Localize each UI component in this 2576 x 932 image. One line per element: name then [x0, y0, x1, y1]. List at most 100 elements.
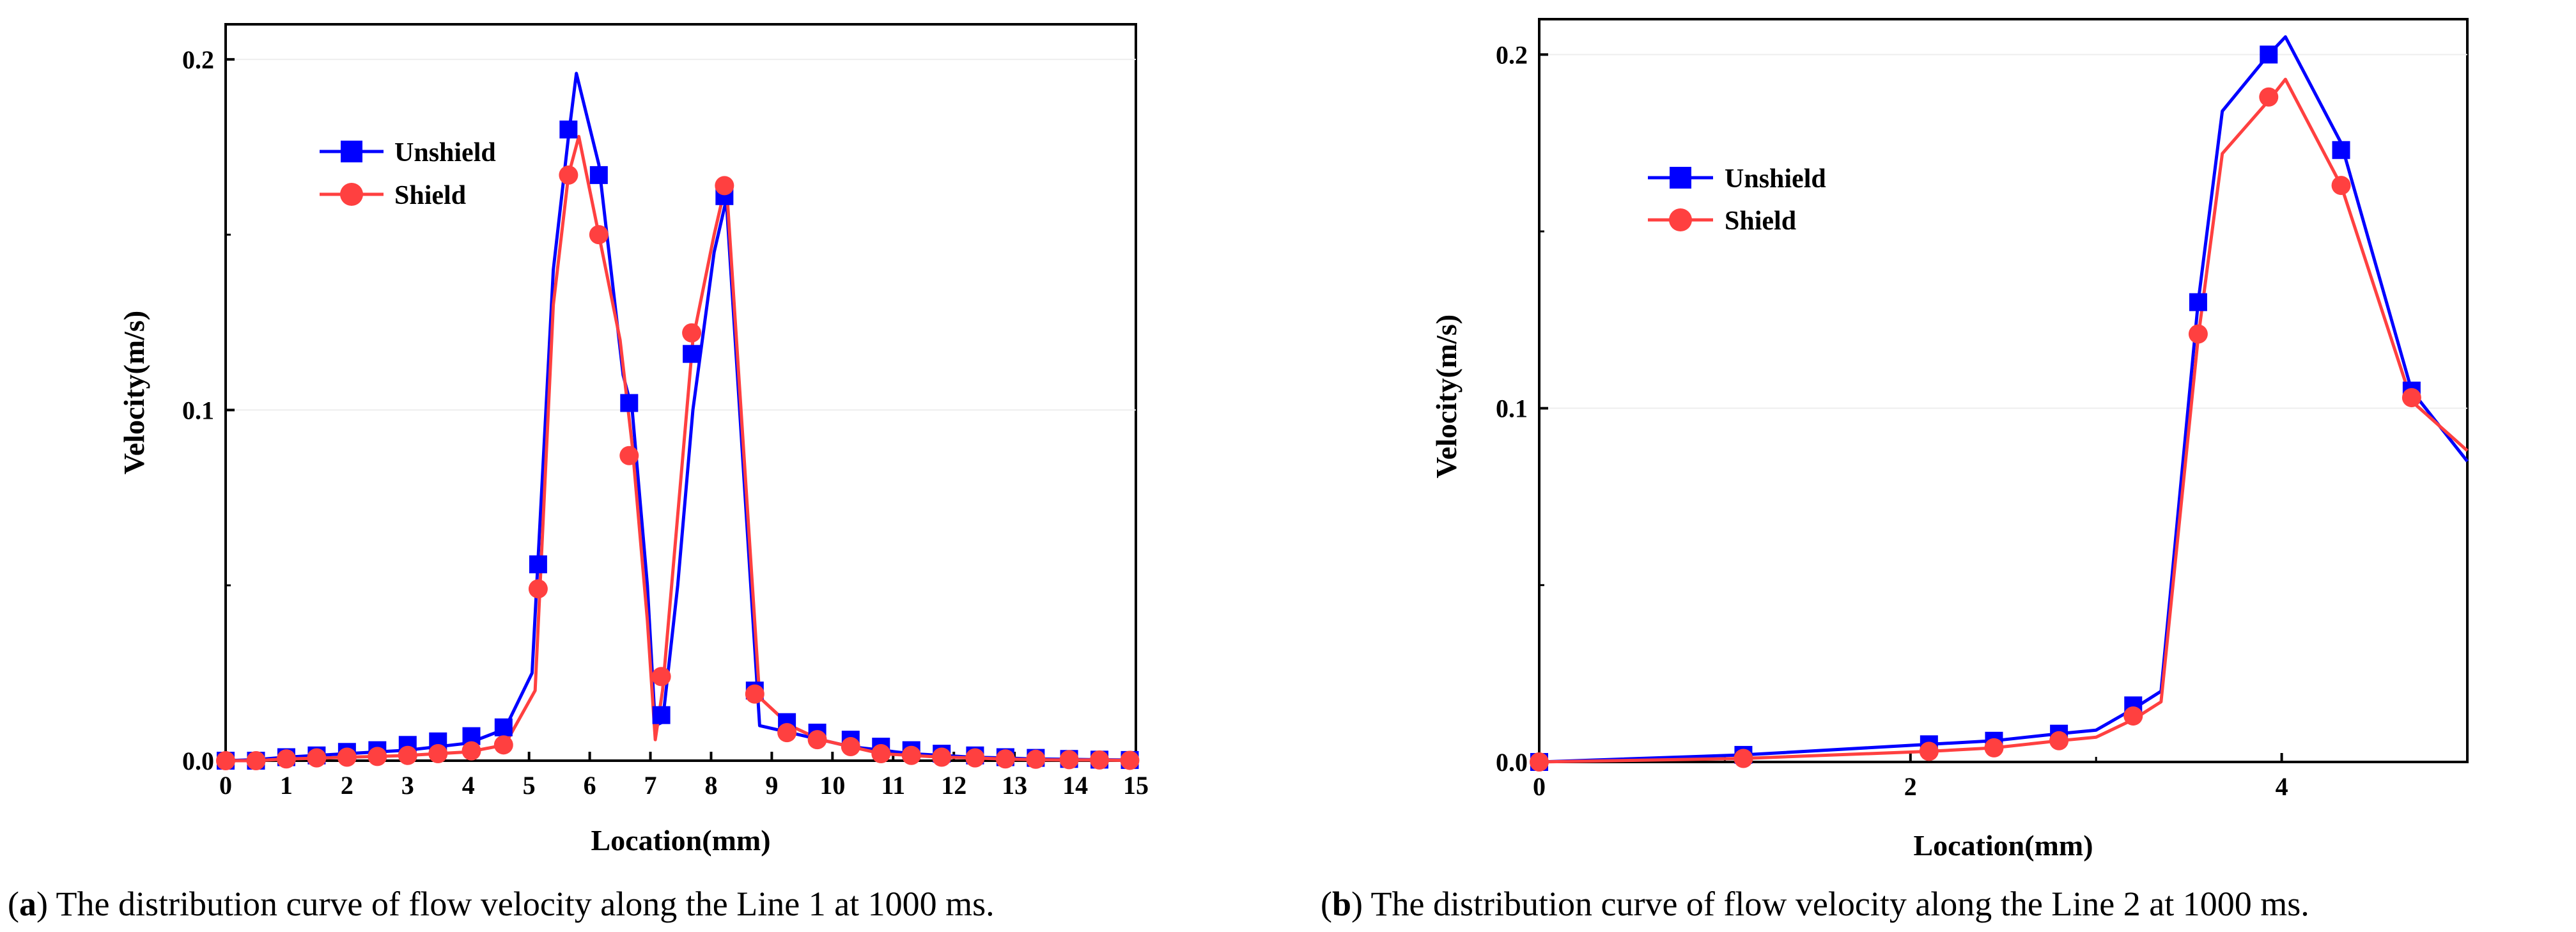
- y-tick-label-a-2: 0.2: [182, 45, 214, 74]
- caption-text-a: The distribution curve of flow velocity …: [56, 885, 995, 923]
- panel-a: 0 1 2 3 4 5 6 7 8 9 10 11 12 13 14 150.00.10.2 Location…: [8, 23, 1149, 923]
- x-tick-label-a-13: 13: [1002, 771, 1027, 800]
- marker-shield-b-2: [1919, 742, 1939, 761]
- marker-shield-b-5: [2123, 706, 2143, 726]
- marker-shield-a-7: [428, 744, 448, 764]
- marker-shield-b-0: [1530, 752, 1549, 772]
- marker-shield-a-0: [216, 751, 235, 770]
- plot-frame-b: [1538, 18, 2469, 763]
- marker-shield-b-1: [1734, 749, 1753, 768]
- series-line-shield-a: [226, 135, 1136, 763]
- x-tick-label-a-8: 8: [704, 771, 717, 800]
- marker-shield-a-15: [682, 323, 702, 343]
- marker-shield-b-4: [2049, 731, 2069, 750]
- y-axis-label-b: Velocity(m/s): [1430, 315, 1463, 478]
- marker-shield-b-6: [2188, 324, 2208, 344]
- marker-shield-a-19: [807, 730, 827, 750]
- series-line-unshield-b: [1539, 35, 2469, 764]
- marker-shield-a-1: [246, 751, 266, 770]
- marker-unshield-a-12: [589, 166, 608, 184]
- caption-a: (a) The distribution curve of flow veloc…: [8, 885, 995, 923]
- marker-shield-a-29: [1120, 750, 1140, 770]
- legend-label-shield-a: Shield: [394, 181, 466, 210]
- marker-unshield-a-13: [620, 394, 639, 412]
- legend-marker-unshield-a: [341, 141, 362, 162]
- marker-shield-a-2: [276, 749, 296, 769]
- y-axis-label-a: Velocity(m/s): [118, 311, 150, 474]
- marker-shield-a-11: [559, 165, 578, 185]
- x-tick-label-a-3: 3: [401, 771, 414, 800]
- x-axis-label-b: Location(mm): [1913, 829, 2093, 862]
- x-tick-label-a-2: 2: [341, 771, 353, 800]
- marker-unshield-b-7: [2260, 45, 2278, 64]
- x-tick-label-a-10: 10: [819, 771, 845, 800]
- series-line-shield-b: [1539, 77, 2469, 764]
- series-line-unshield-a: [225, 72, 1136, 763]
- marker-unshield-b-8: [2332, 141, 2350, 159]
- legend-label-unshield-a: Unshield: [394, 138, 496, 167]
- marker-shield-a-14: [651, 667, 671, 687]
- x-tick-label-a-11: 11: [881, 771, 905, 800]
- marker-shield-a-12: [589, 225, 609, 245]
- marker-unshield-a-10: [529, 555, 547, 573]
- marker-unshield-a-11: [559, 120, 578, 139]
- marker-shield-a-27: [1059, 750, 1079, 770]
- legend-label-unshield-b: Unshield: [1725, 164, 1826, 194]
- legend-b: Unshield Shield: [1648, 164, 1826, 236]
- marker-shield-a-25: [995, 749, 1015, 769]
- marker-shield-a-8: [462, 741, 481, 761]
- marker-shield-a-9: [493, 735, 513, 755]
- x-tick-label-a-14: 14: [1062, 771, 1088, 800]
- legend-marker-shield-b: [1669, 208, 1692, 231]
- y-tick-label-b-2: 0.2: [1496, 40, 1528, 69]
- marker-unshield-a-14: [652, 706, 671, 724]
- marker-unshield-a-15: [683, 345, 701, 363]
- marker-shield-a-26: [1026, 749, 1046, 769]
- marker-shield-a-18: [777, 723, 797, 743]
- legend-marker-unshield-b: [1670, 167, 1691, 189]
- marker-shield-b-8: [2331, 176, 2351, 196]
- x-tick-label-a-0: 0: [219, 771, 232, 800]
- marker-shield-a-28: [1090, 750, 1110, 770]
- plot-frame-a: [224, 23, 1137, 762]
- x-tick-label-b-2: 4: [2276, 772, 2288, 801]
- marker-shield-b-7: [2259, 87, 2279, 107]
- y-tick-label-a-0: 0.0: [182, 747, 214, 775]
- marker-shield-a-23: [932, 747, 952, 767]
- x-tick-label-a-5: 5: [523, 771, 536, 800]
- caption-letter-a: a: [19, 885, 36, 923]
- marker-shield-a-5: [368, 747, 387, 766]
- caption-b: (b) The distribution curve of flow veloc…: [1321, 885, 2309, 923]
- marker-shield-a-6: [398, 745, 417, 765]
- legend-a: Unshield Shield: [320, 138, 496, 210]
- marker-shield-a-21: [871, 744, 891, 764]
- marker-shield-a-10: [528, 579, 548, 599]
- marker-shield-a-16: [715, 176, 734, 196]
- marker-shield-a-4: [337, 747, 357, 767]
- legend-label-shield-b: Shield: [1725, 206, 1796, 236]
- panel-b: 0 2 40.00.10.2 Location(mm) Velocity(m/s) …: [1321, 18, 2469, 923]
- marker-shield-b-3: [1984, 738, 2004, 757]
- y-tick-label-b-0: 0.0: [1496, 748, 1528, 777]
- x-axis-label-a: Location(mm): [591, 824, 770, 857]
- x-tick-label-a-1: 1: [280, 771, 293, 800]
- marker-shield-a-13: [619, 446, 639, 465]
- y-tick-label-a-1: 0.1: [182, 396, 214, 424]
- x-tick-label-a-12: 12: [941, 771, 966, 800]
- x-tick-label-a-7: 7: [644, 771, 657, 800]
- marker-unshield-a-9: [494, 718, 513, 736]
- x-tick-label-a-6: 6: [584, 771, 596, 800]
- x-tick-label-a-4: 4: [462, 771, 475, 800]
- marker-shield-a-22: [901, 745, 921, 765]
- legend-marker-shield-a: [340, 183, 363, 206]
- caption-letter-b: b: [1332, 885, 1351, 923]
- x-tick-label-a-15: 15: [1123, 771, 1149, 800]
- x-tick-label-a-9: 9: [765, 771, 778, 800]
- marker-unshield-b-6: [2189, 293, 2207, 311]
- marker-shield-a-3: [307, 748, 327, 768]
- marker-shield-a-24: [965, 748, 985, 768]
- marker-shield-b-9: [2401, 388, 2421, 408]
- y-tick-label-b-1: 0.1: [1496, 394, 1528, 423]
- marker-shield-a-20: [841, 737, 860, 757]
